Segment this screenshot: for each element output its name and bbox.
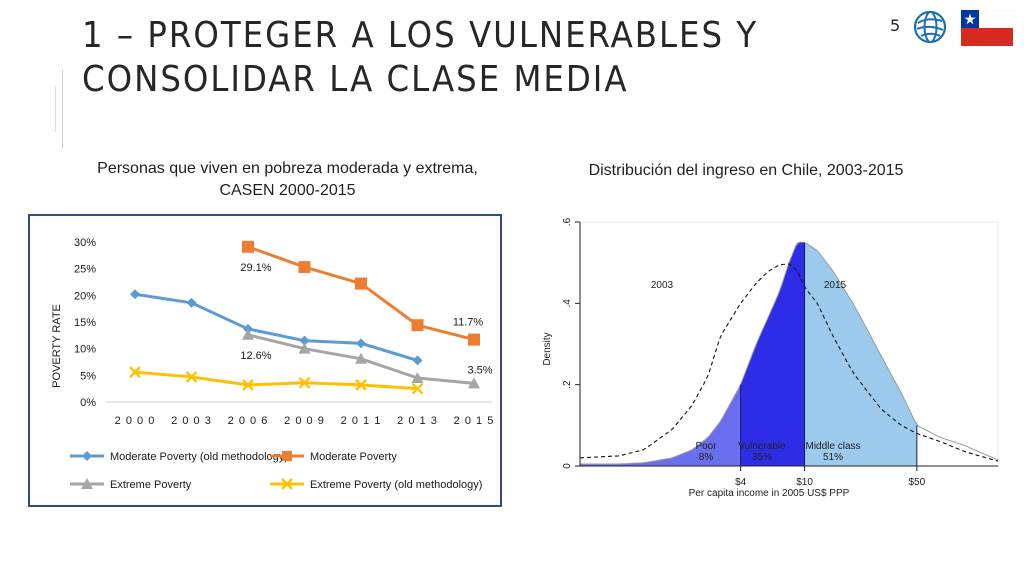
data-point-marker: [468, 377, 480, 389]
legend-entry: Extreme Poverty: [110, 479, 192, 491]
poverty-rate-chart-svg: 0% 5% 10% 15% 20% 25% 30% 2 0 0 0 2 0 0 3 2 0 0 6…: [51, 237, 495, 491]
y-tick-label: 0%: [80, 397, 96, 409]
data-point-marker: [242, 379, 254, 391]
y-axis-title: POVERTY RATE: [51, 304, 63, 388]
data-point-marker: [355, 379, 367, 391]
y-tick-label: .4: [562, 299, 573, 308]
y-tick-label: 15%: [74, 317, 96, 329]
x-tick-label: $50: [909, 477, 926, 488]
data-label: 29.1%: [240, 262, 271, 274]
data-point-marker: [355, 352, 367, 364]
income-distribution-chart: $4 $10 $50 Per capita income in 2005 US$ PP…: [526, 210, 1000, 510]
left-chart-caption: Personas que viven en pobreza moderada y…: [97, 160, 478, 199]
data-point-marker: [298, 376, 311, 389]
y-tick-label: .2: [562, 380, 573, 389]
data-point-marker: [411, 382, 424, 395]
x-tick-label: 2 0 0 9: [284, 415, 325, 427]
legend-marker: [281, 478, 293, 490]
data-point-marker: [411, 319, 424, 332]
legend-marker: [81, 478, 93, 489]
density-region-vulnerable: [740, 242, 805, 466]
legend-marker: [82, 451, 92, 461]
density-line-2003: [579, 263, 999, 462]
data-point-marker: [185, 371, 198, 383]
y-tick-label: 20%: [74, 290, 96, 302]
y-tick-label: 10%: [74, 344, 96, 356]
page-number: 5: [890, 16, 901, 35]
data-point-marker: [298, 342, 311, 354]
data-point-marker: [242, 240, 254, 253]
legend-marker: [282, 451, 292, 461]
legend-entry: Extreme Poverty (old methodology): [310, 479, 482, 491]
data-point-marker: [298, 261, 311, 274]
region-share: 8%: [699, 452, 714, 463]
y-tick-label: .6: [562, 217, 573, 226]
world-bank-globe-icon: [913, 10, 947, 44]
chile-flag-icon: [961, 10, 1013, 46]
data-point-marker: [355, 277, 367, 290]
y-axis-title: Density: [542, 332, 553, 365]
data-point-marker: [129, 366, 141, 378]
legend-entry: Moderate Poverty: [310, 451, 397, 463]
density-region-middle-class: [804, 242, 917, 466]
slide-title: 1 – PROTEGER A LOS VULNERABLES Y CONSOLI…: [82, 15, 759, 100]
data-label: 11.7%: [453, 317, 484, 329]
poverty-rate-chart: 0% 5% 10% 15% 20% 25% 30% 2 0 0 0 2 0 0 3 2 0 0 6…: [28, 214, 502, 507]
x-tick-label: 2 0 0 0: [115, 415, 156, 427]
region-label: Middle class: [805, 441, 860, 452]
data-point-marker: [242, 328, 254, 340]
legend-entry: Moderate Poverty (old methodology): [110, 451, 288, 463]
region-share: 35%: [752, 452, 772, 463]
x-tick-label: 2 0 0 6: [228, 415, 269, 427]
series-label-2015: 2015: [824, 280, 847, 291]
decorative-line: [62, 70, 63, 148]
income-distribution-chart-svg: $4 $10 $50 Per capita income in 2005 US$ PP…: [542, 217, 999, 499]
y-tick-label: 30%: [74, 237, 96, 249]
series-label-2003: 2003: [651, 280, 674, 291]
x-tick-label: 2 0 1 1: [341, 415, 382, 427]
x-axis-title: Per capita income in 2005 US$ PPP: [689, 488, 850, 499]
y-tick-label: 5%: [80, 370, 96, 382]
data-point-marker: [356, 338, 366, 349]
y-tick-label: 0: [562, 463, 573, 469]
series-line: [134, 292, 418, 362]
region-label: Poor: [695, 441, 717, 452]
data-point-marker: [130, 289, 140, 300]
data-point-marker: [468, 333, 480, 346]
right-chart-caption: Distribución del ingreso en Chile, 2003-…: [588, 162, 904, 179]
density-line-2015: [580, 241, 999, 465]
data-point-marker: [412, 355, 423, 366]
x-tick-label: 2 0 0 3: [171, 415, 212, 427]
series-line: [247, 245, 475, 342]
data-point-marker: [411, 372, 424, 383]
x-tick-label: 2 0 1 3: [397, 415, 438, 427]
density-region-poor: [580, 384, 741, 466]
region-label: Vulnerable: [738, 441, 786, 452]
region-share: 51%: [823, 452, 843, 463]
data-label: 12.6%: [240, 350, 271, 362]
x-tick-label: $10: [796, 477, 813, 488]
x-tick-label: 2 0 1 5: [454, 415, 495, 427]
series-line: [134, 370, 418, 391]
data-point-marker: [186, 297, 197, 308]
y-tick-label: 25%: [74, 264, 96, 276]
decorative-line: [55, 86, 56, 132]
x-tick-label: $4: [735, 477, 747, 488]
data-label: 3.5%: [467, 364, 492, 376]
